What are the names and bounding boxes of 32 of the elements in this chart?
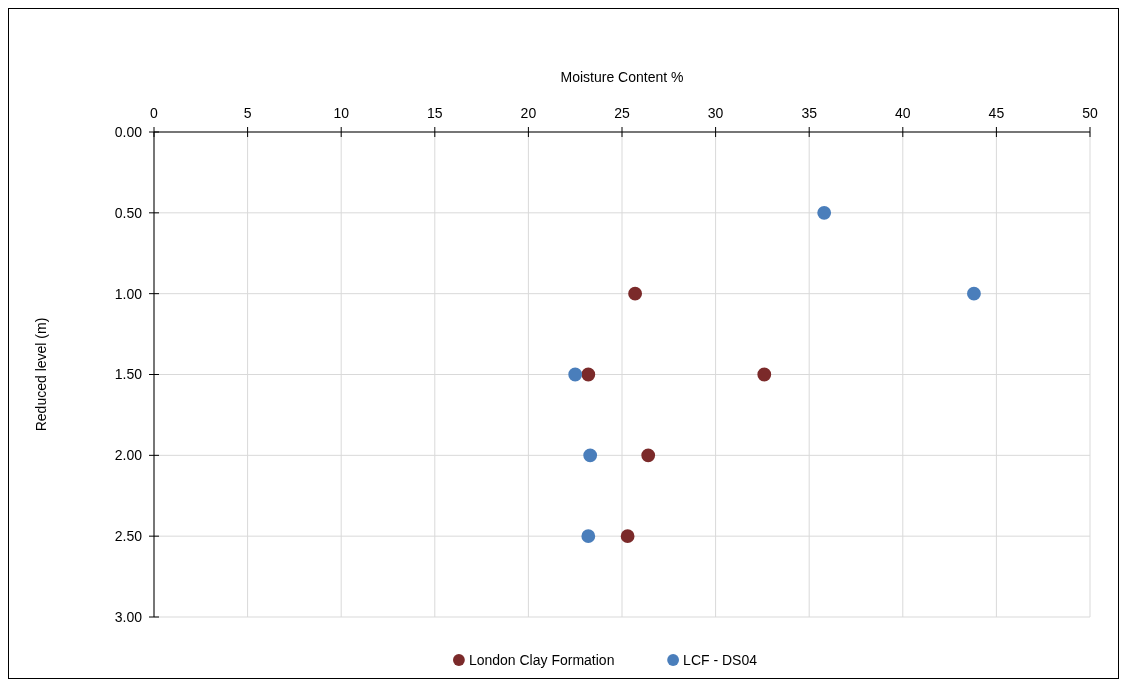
x-tick-label: 25 (614, 105, 630, 121)
point (581, 529, 596, 544)
x-tick-label: 30 (707, 105, 724, 121)
y-tick-label: 2.50 (114, 528, 143, 545)
y-tick-label: 2.00 (114, 447, 143, 464)
legend-label: LCF - DS04 (683, 651, 758, 668)
x-tick-label: 15 (427, 105, 443, 121)
point (817, 205, 832, 220)
point (581, 367, 596, 382)
x-axis-title: Moisture Content % (560, 69, 684, 85)
y-axis-title: Reduced level (m) (33, 317, 49, 432)
y-tick-label: 0.00 (114, 123, 143, 140)
x-tick-label: 40 (895, 105, 911, 121)
point (967, 286, 981, 301)
point (583, 448, 598, 463)
x-tick-label: 35 (801, 105, 818, 121)
point (628, 286, 643, 301)
y-tick-label: 3.00 (114, 608, 143, 625)
y-tick-label: 1.00 (114, 285, 143, 302)
point (568, 367, 583, 382)
point (757, 367, 772, 382)
x-tick-label: 0 (150, 105, 159, 121)
x-tick-label: 50 (1082, 105, 1098, 121)
point (620, 529, 635, 544)
legend-label: London Clay Formation (468, 651, 615, 668)
y-tick-label: 0.50 (114, 204, 143, 221)
x-tick-label: 20 (520, 105, 537, 121)
x-tick-label: 10 (333, 105, 350, 121)
x-tick-label: 45 (988, 105, 1005, 121)
point (641, 448, 656, 463)
y-tick-label: 1.50 (114, 366, 143, 383)
x-tick-label: 5 (243, 105, 252, 121)
